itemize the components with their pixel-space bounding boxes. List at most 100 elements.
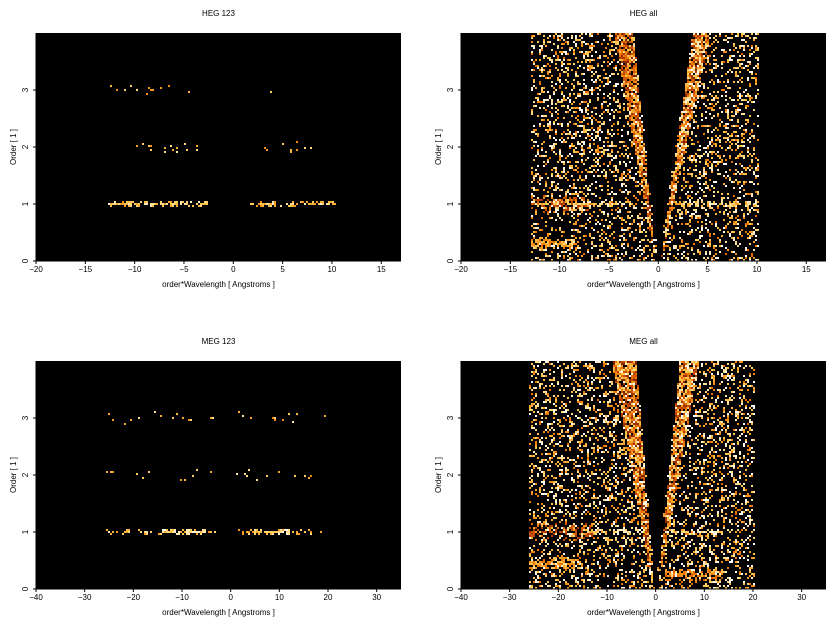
heatmap-cell [623, 379, 625, 381]
heatmap-cell [723, 213, 725, 215]
heatmap-cell [631, 33, 633, 35]
heatmap-cell [625, 83, 627, 85]
heatmap-cell [629, 35, 631, 37]
heatmap-cell [324, 415, 326, 417]
heatmap-cell [729, 207, 731, 209]
heatmap-cell [531, 393, 533, 395]
heatmap-cell [725, 387, 727, 389]
heatmap-cell [547, 77, 549, 79]
heatmap-cell [645, 191, 647, 193]
heatmap-cell [539, 53, 541, 55]
heatmap-cell [693, 105, 695, 107]
heatmap-cell [541, 203, 543, 205]
heatmap-cell [737, 215, 739, 217]
heatmap-cell [555, 53, 557, 55]
heatmap-cell [755, 83, 757, 85]
heatmap-cell [717, 363, 719, 365]
heatmap-cell [627, 85, 629, 87]
heatmap-cell [591, 215, 593, 217]
heatmap-cell [553, 147, 555, 149]
heatmap-cell [531, 87, 533, 89]
heatmap-cell [685, 109, 687, 111]
heatmap-cell [561, 373, 563, 375]
heatmap-cell [567, 69, 569, 71]
heatmap-cell [693, 243, 695, 245]
heatmap-cell [717, 191, 719, 193]
heatmap-cell [751, 367, 753, 369]
heatmap-cell [689, 369, 691, 371]
heatmap-cell [561, 141, 563, 143]
heatmap-cell [707, 155, 709, 157]
heatmap-cell [691, 197, 693, 199]
heatmap-cell [739, 181, 741, 183]
heatmap-cell [539, 155, 541, 157]
heatmap-cell [242, 415, 244, 417]
heatmap-cell [735, 211, 737, 213]
heatmap-cell [146, 201, 148, 203]
heatmap-cell [633, 67, 635, 69]
heatmap-cell [687, 145, 689, 147]
heatmap-cell [619, 147, 621, 149]
heatmap-cell [549, 129, 551, 131]
heatmap-cell [627, 201, 629, 203]
heatmap-cell [615, 67, 617, 69]
heatmap-cell [621, 173, 623, 175]
heatmap-cell [703, 61, 705, 63]
heatmap-cell [619, 373, 621, 375]
heatmap-cell [244, 473, 246, 475]
heatmap-cell [747, 65, 749, 67]
heatmap-cell [613, 97, 615, 99]
heatmap-cell [196, 531, 198, 533]
heatmap-cell [631, 399, 633, 401]
heatmap-cell [709, 107, 711, 109]
heatmap-cell [563, 251, 565, 253]
heatmap-cell [717, 115, 719, 117]
heatmap-cell [695, 49, 697, 51]
heatmap-cell [150, 89, 152, 91]
heatmap-cell [635, 141, 637, 143]
heatmap-cell [629, 95, 631, 97]
heatmap-cell [619, 33, 621, 35]
heatmap-cell [573, 379, 575, 381]
heatmap-cell [621, 223, 623, 225]
heatmap-cell [697, 127, 699, 129]
heatmap-cell [693, 63, 695, 65]
heatmap-cell [531, 389, 533, 391]
heatmap-cell [741, 103, 743, 105]
heatmap-cell [583, 235, 585, 237]
heatmap-cell [258, 531, 260, 533]
heatmap-cell [655, 239, 657, 241]
heatmap-cell [617, 365, 619, 367]
heatmap-cell [637, 89, 639, 91]
heatmap-cell [709, 371, 711, 373]
heatmap-cell [651, 239, 653, 241]
heatmap-cell [577, 219, 579, 221]
heatmap-cell [697, 361, 699, 363]
heatmap-cell [631, 393, 633, 395]
heatmap-cell [599, 203, 601, 205]
heatmap-cell [639, 117, 641, 119]
heatmap-cell [717, 129, 719, 131]
heatmap-cell [745, 255, 747, 257]
heatmap-cell [543, 115, 545, 117]
heatmap-cell [621, 185, 623, 187]
heatmap-cell [543, 41, 545, 43]
heatmap-cell [531, 363, 533, 365]
heatmap-cell [134, 203, 136, 205]
heatmap-cell [739, 389, 741, 391]
x-tick-label: 10 [752, 265, 761, 274]
heatmap-cell [633, 255, 635, 257]
heatmap-cell [595, 151, 597, 153]
heatmap-cell [741, 145, 743, 147]
heatmap-cell [569, 93, 571, 95]
heatmap-cell [693, 65, 695, 67]
heatmap-cell [747, 167, 749, 169]
heatmap-cell [535, 141, 537, 143]
heatmap-cell [593, 59, 595, 61]
heatmap-cell [535, 227, 537, 229]
heatmap-cell [729, 179, 731, 181]
heatmap-cell [747, 193, 749, 195]
heatmap-cell [645, 181, 647, 183]
x-tick-label: 30 [372, 593, 381, 602]
heatmap-cell [727, 197, 729, 199]
